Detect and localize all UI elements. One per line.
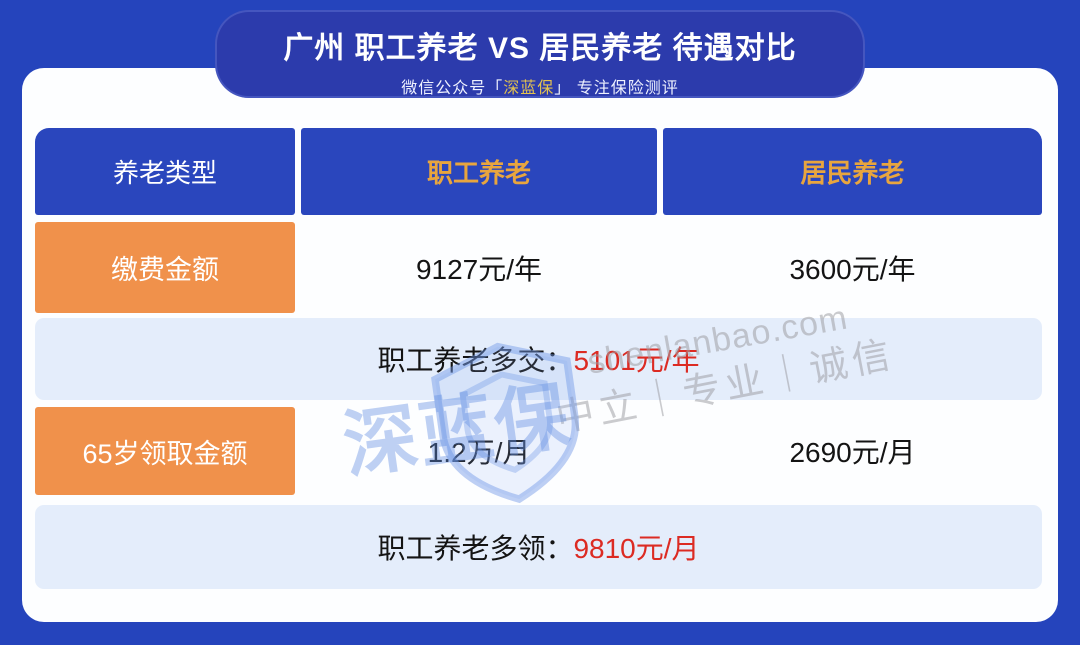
row-label-benefit: 65岁领取金额 xyxy=(35,407,295,495)
benefit-resident-value: 2690元/月 xyxy=(789,437,916,468)
subtitle-prefix: 微信公众号「 xyxy=(401,80,504,97)
title-banner: 广州 职工养老 VS 居民养老 待遇对比 微信公众号「深蓝保」 专注保险测评 xyxy=(215,10,865,98)
payment-resident-value: 3600元/年 xyxy=(789,253,916,285)
table-header-row: 养老类型 职工养老 居民养老 xyxy=(35,128,1042,215)
header-employee-pension: 职工养老 xyxy=(301,128,657,215)
highlight-row-extra-received: 职工养老多领：9810元/月 xyxy=(35,505,1042,589)
payment-employee-value: 9127元/年 xyxy=(415,253,543,285)
header-pension-type: 养老类型 xyxy=(35,128,295,215)
comparison-table: 养老类型 职工养老 居民养老 缴费金额 9127元/年 3600元/年 职工养老… xyxy=(35,128,1042,589)
header-resident-pension: 居民养老 xyxy=(663,128,1042,215)
table-row-payment: 缴费金额 9127元/年 3600元/年 xyxy=(35,222,1042,313)
page-title: 广州 职工养老 VS 居民养老 待遇对比 xyxy=(283,32,797,65)
highlight-extra-paid-value: 5101元/年 xyxy=(573,345,700,376)
subtitle-brand: 深蓝保 xyxy=(503,80,555,97)
banner-subtitle: 微信公众号「深蓝保」 专注保险测评 xyxy=(215,74,865,98)
table-row-benefit: 65岁领取金额 1.2万/月 2690元/月 xyxy=(35,407,1042,495)
highlight-extra-received-text: 职工养老多领：9810元/月 xyxy=(377,527,699,567)
subtitle-suffix: 」 专注保险测评 xyxy=(554,80,679,97)
highlight-extra-paid-prefix: 职工养老多交： xyxy=(377,345,574,376)
highlight-row-extra-paid: 职工养老多交：5101元/年 xyxy=(35,318,1042,400)
highlight-extra-paid-text: 职工养老多交：5101元/年 xyxy=(377,339,699,379)
highlight-extra-received-prefix: 职工养老多领： xyxy=(377,533,574,564)
row-label-payment: 缴费金额 xyxy=(35,222,295,313)
highlight-extra-received-value: 9810元/月 xyxy=(573,533,700,564)
benefit-employee-value: 1.2万/月 xyxy=(427,437,531,468)
